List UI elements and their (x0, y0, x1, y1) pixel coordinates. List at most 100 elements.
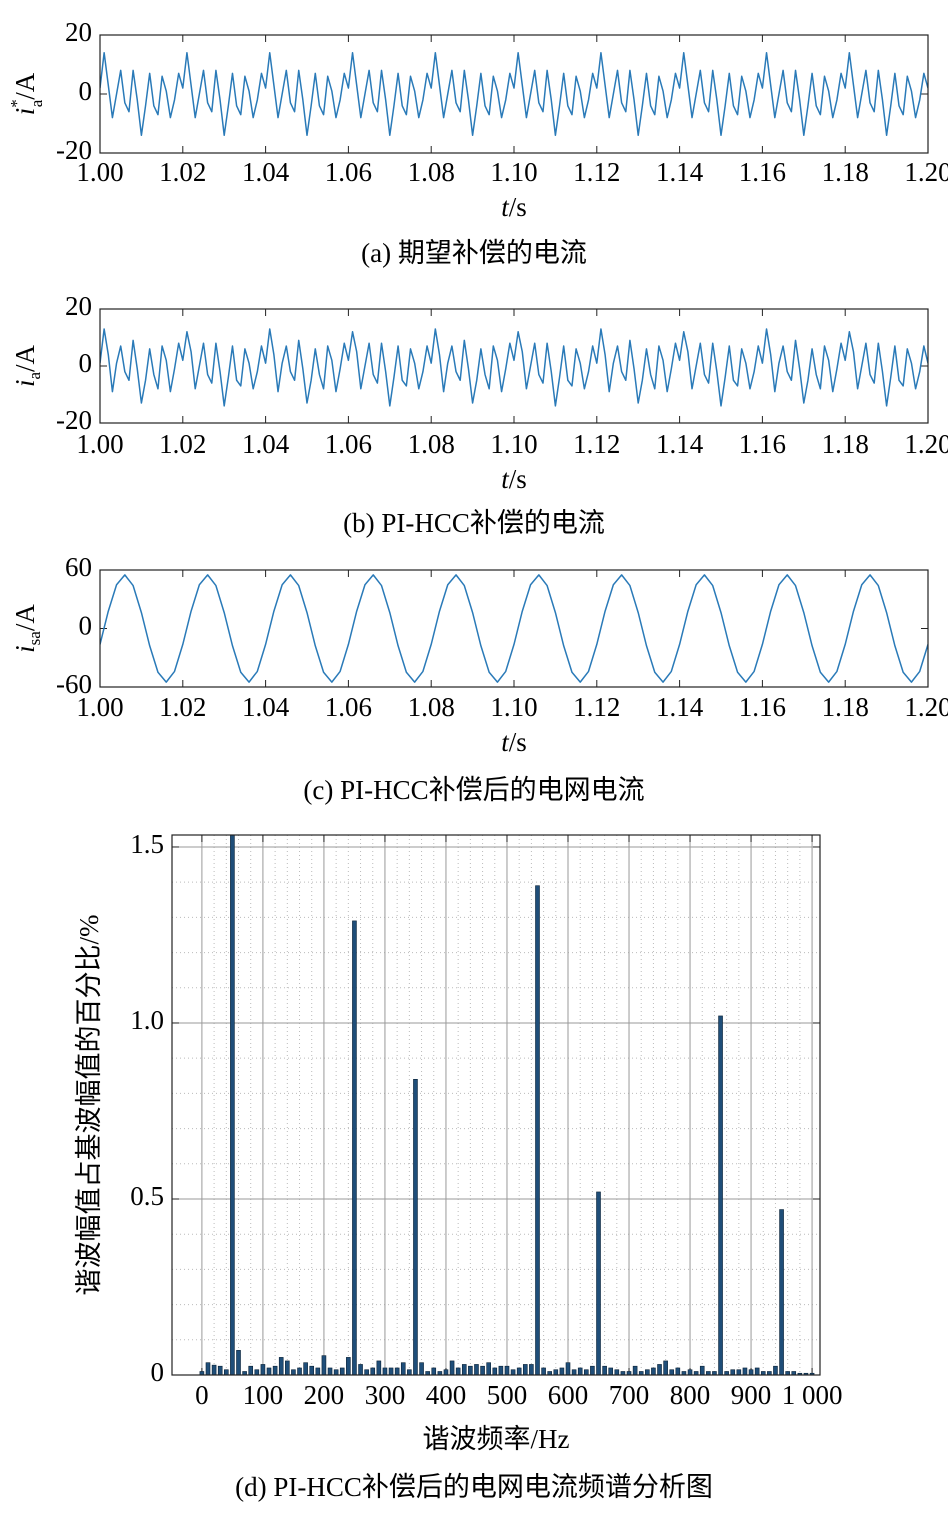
bar (413, 1079, 418, 1375)
chart: 0 100 200 300 400 500 600 700 800 900 1 000 0 0.5 1.0… (74, 829, 842, 1502)
y-axis-subscript: a (25, 372, 44, 380)
bar (346, 1357, 351, 1375)
bar (608, 1367, 614, 1375)
bar (657, 1364, 662, 1375)
bar (327, 1367, 333, 1375)
bar (632, 1365, 638, 1375)
y-axis-superscript: * (7, 99, 26, 108)
y-tick-label: 60 (65, 552, 92, 582)
bar (309, 1365, 315, 1375)
x-tick-label: 1.06 (325, 692, 372, 722)
x-tick-label: 1.16 (739, 429, 786, 459)
y-axis-label: isa/A (10, 604, 44, 653)
bar (303, 1362, 308, 1375)
signal-line (100, 574, 928, 683)
x-axis-unit: /s (509, 192, 527, 222)
x-tick-label: 1.20 (904, 157, 948, 187)
bar (211, 1364, 217, 1375)
bar (455, 1367, 461, 1375)
signal-line (100, 51, 928, 137)
bar (590, 1365, 595, 1375)
x-tick-label: 1.02 (159, 429, 206, 459)
x-tick-label: 500 (487, 1380, 528, 1410)
bar (443, 1369, 449, 1375)
plot-frame (99, 308, 929, 424)
bar (376, 1360, 382, 1375)
y-axis-label: 谐波幅值占基波幅值的百分比/% (74, 915, 104, 1296)
x-tick-label: 700 (609, 1380, 650, 1410)
y-axis-label: ia/A (10, 344, 44, 387)
bar (748, 1369, 754, 1375)
x-tick-label: 1.14 (656, 157, 704, 187)
x-tick-label: 0 (195, 1380, 209, 1410)
y-axis-symbol: i (10, 645, 40, 653)
y-tick-label: 0 (151, 1357, 165, 1387)
bar (773, 1365, 778, 1375)
x-tick-label: 1.00 (76, 157, 123, 187)
x-tick-label: 100 (243, 1380, 284, 1410)
chart: 1.00 1.02 1.04 1.06 1.08 1.10 1.12 1.14 1.16 1.18… (7, 17, 948, 268)
x-tick-label: 1.18 (822, 429, 869, 459)
bar (461, 1364, 467, 1375)
y-axis-label: i*a/A (7, 72, 46, 115)
y-tick-label: 0 (79, 348, 93, 378)
bar (400, 1362, 406, 1375)
x-tick-label: 1.06 (325, 157, 372, 187)
bar (315, 1367, 321, 1375)
bar (358, 1364, 363, 1375)
bar (333, 1369, 339, 1375)
bar (754, 1367, 760, 1375)
bar (498, 1365, 504, 1375)
x-axis-label: t/s (501, 192, 527, 222)
bar (596, 1191, 601, 1375)
bar (577, 1367, 583, 1375)
bar (669, 1369, 675, 1375)
x-axis-unit: /s (509, 464, 527, 494)
bar (468, 1365, 473, 1375)
chart: 1.00 1.02 1.04 1.06 1.08 1.10 1.12 1.14 1.16 1.18… (10, 291, 948, 538)
x-tick-label: 1.20 (904, 692, 948, 722)
bar (260, 1364, 266, 1375)
bar (736, 1369, 742, 1375)
y-tick-label: 1.5 (130, 829, 164, 859)
bar (272, 1365, 278, 1375)
bar (779, 1209, 784, 1375)
x-tick-label: 1.14 (656, 692, 704, 722)
bar (602, 1365, 607, 1375)
x-tick-label: 1.00 (76, 692, 123, 722)
plot-frame (99, 569, 929, 688)
y-axis-subscript: a (27, 99, 46, 107)
x-tick-label: 1.08 (408, 692, 455, 722)
y-tick-label: 20 (65, 17, 92, 47)
y-axis-unit: /A (10, 604, 40, 632)
bar (480, 1365, 485, 1375)
x-tick-label: 900 (731, 1380, 772, 1410)
x-tick-label: 1.00 (76, 429, 123, 459)
bar (541, 1367, 546, 1375)
bar (266, 1367, 272, 1375)
bar (394, 1367, 400, 1375)
bar (687, 1369, 693, 1375)
x-tick-label: 1.02 (159, 157, 206, 187)
x-tick-label: 600 (548, 1380, 589, 1410)
bar (675, 1367, 681, 1375)
bar (364, 1369, 369, 1375)
y-tick-label: 1.0 (130, 1005, 164, 1035)
x-axis-label: t/s (501, 727, 527, 757)
bar (510, 1369, 516, 1375)
x-tick-label: 1.16 (739, 692, 786, 722)
x-axis-label: 谐波频率/Hz (423, 1424, 570, 1454)
x-tick-label: 300 (365, 1380, 406, 1410)
caption: (b) PI-HCC补偿的电流 (343, 508, 605, 538)
y-axis-unit: /A (10, 344, 40, 372)
bar (224, 1369, 229, 1375)
x-axis-label: t/s (501, 464, 527, 494)
bar (382, 1367, 388, 1375)
bar (504, 1365, 510, 1375)
bar (339, 1367, 345, 1375)
bar (388, 1367, 394, 1375)
y-axis-unit: /A (10, 72, 40, 100)
y-tick-label: 0.5 (130, 1181, 164, 1211)
y-tick-label: -60 (56, 669, 92, 699)
